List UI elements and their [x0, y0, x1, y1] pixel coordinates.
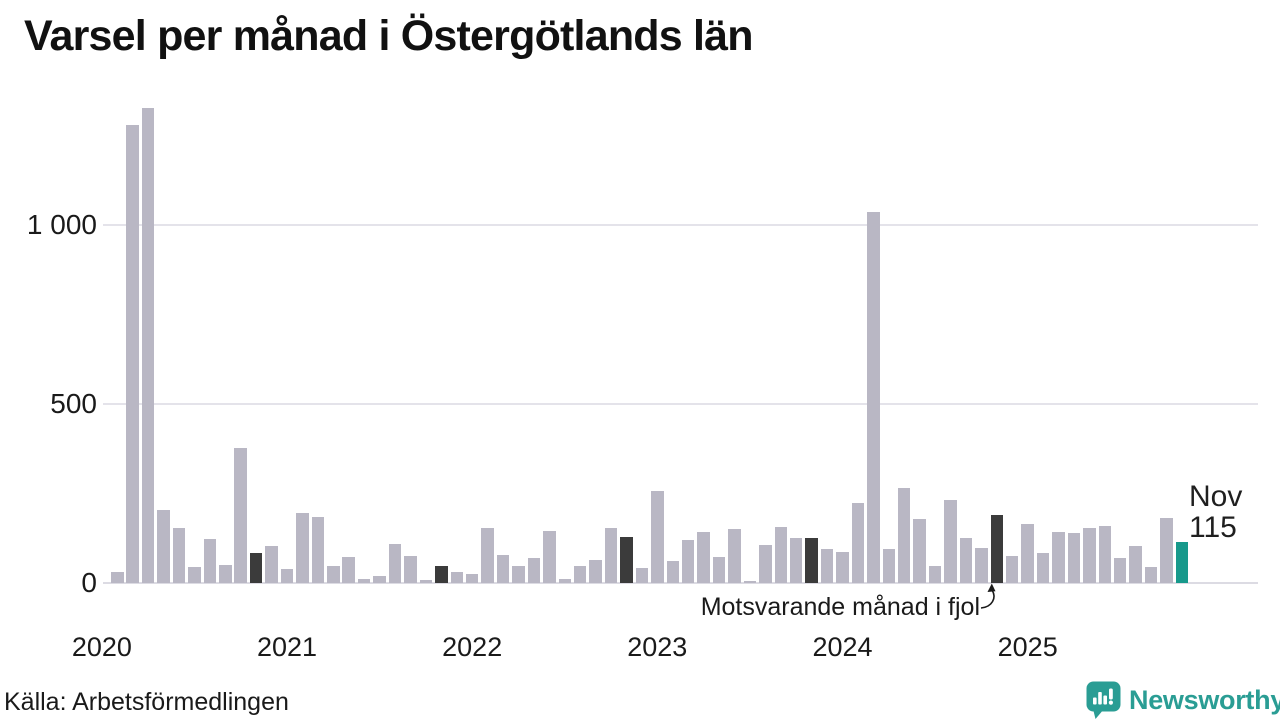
bar — [450, 571, 464, 583]
annotation-arrow-icon — [980, 583, 996, 609]
bar — [789, 538, 803, 583]
source-label: Källa: Arbetsförmedlingen — [4, 688, 289, 716]
bar — [1083, 527, 1096, 583]
bar — [573, 565, 587, 583]
bar — [1052, 531, 1065, 583]
bar — [743, 580, 757, 583]
current-bar-month: Nov — [1189, 480, 1243, 513]
bar-last-year-month — [990, 514, 1004, 583]
bar — [543, 530, 556, 583]
bar — [481, 527, 494, 583]
bar — [1005, 555, 1019, 583]
bar — [234, 447, 247, 583]
bar — [1067, 533, 1081, 583]
bar — [188, 566, 201, 583]
bar — [280, 569, 294, 583]
bar — [404, 555, 417, 583]
bar — [820, 548, 834, 583]
bar — [527, 558, 541, 583]
bar — [342, 556, 355, 583]
bar — [728, 528, 741, 583]
x-axis-baseline — [103, 582, 1258, 584]
bar-last-year-month — [435, 565, 448, 583]
bar — [913, 518, 926, 583]
newsworthy-logo: Newsworthy — [1086, 681, 1280, 719]
y-axis-tick-0: 0 — [81, 567, 97, 598]
bar — [157, 509, 170, 583]
bar — [928, 565, 942, 583]
bar — [1129, 545, 1142, 583]
bar — [512, 565, 525, 583]
x-axis-year-label: 2024 — [812, 632, 873, 662]
gridline-1000 — [103, 224, 1258, 226]
bar — [1160, 517, 1173, 583]
bar — [959, 538, 973, 583]
newsworthy-logo-icon — [1086, 681, 1121, 719]
current-bar-label: Nov 115 — [1189, 481, 1242, 543]
bar — [496, 554, 510, 583]
x-axis-year-label: 2025 — [997, 632, 1058, 662]
bar — [111, 571, 124, 583]
x-axis-year-label: 2020 — [71, 632, 132, 662]
bar — [851, 502, 865, 583]
bar — [373, 575, 386, 583]
bar — [1144, 566, 1158, 583]
y-axis-tick-1000: 1 000 — [26, 209, 97, 240]
bar — [666, 560, 680, 583]
bar — [265, 545, 278, 583]
bar — [774, 527, 788, 583]
bar — [1021, 523, 1034, 583]
bar — [697, 531, 710, 583]
bar — [141, 107, 155, 583]
bar — [388, 543, 402, 583]
bar-last-year-month — [805, 538, 818, 583]
bar — [419, 580, 433, 583]
bar — [589, 559, 602, 583]
annotation-label: Motsvarande månad i fjol — [700, 593, 980, 621]
bar — [357, 579, 371, 583]
gridline-500 — [103, 403, 1258, 405]
bar — [867, 212, 880, 583]
bar-last-year-month — [620, 536, 633, 583]
bar — [203, 538, 217, 583]
bar-current-month — [1175, 541, 1189, 583]
x-axis-year-label: 2022 — [442, 632, 503, 662]
y-axis-tick-500: 500 — [50, 388, 97, 419]
bar — [327, 565, 340, 583]
bar — [635, 568, 649, 583]
bar — [944, 499, 957, 583]
bar — [465, 574, 479, 583]
bar — [296, 513, 309, 583]
bar — [172, 527, 186, 583]
bar — [604, 527, 618, 583]
bar — [558, 579, 572, 583]
bar — [712, 556, 726, 583]
bar — [311, 517, 325, 583]
newsworthy-logo-text: Newsworthy — [1129, 685, 1280, 715]
current-bar-value: 115 — [1189, 511, 1237, 544]
bar — [1036, 553, 1050, 583]
bar — [126, 125, 139, 583]
bar — [975, 548, 988, 583]
bar — [219, 564, 232, 583]
bar — [651, 490, 664, 583]
bar — [1113, 558, 1127, 583]
bar — [897, 487, 911, 583]
bar — [836, 551, 849, 583]
x-axis-year-label: 2023 — [627, 632, 688, 662]
bar — [882, 548, 896, 583]
bar — [1098, 525, 1112, 583]
bar — [759, 544, 772, 583]
bar — [681, 539, 695, 583]
x-axis-year-label: 2021 — [256, 632, 318, 662]
page-title: Varsel per månad i Östergötlands län — [24, 12, 754, 60]
bar-last-year-month — [249, 553, 263, 583]
